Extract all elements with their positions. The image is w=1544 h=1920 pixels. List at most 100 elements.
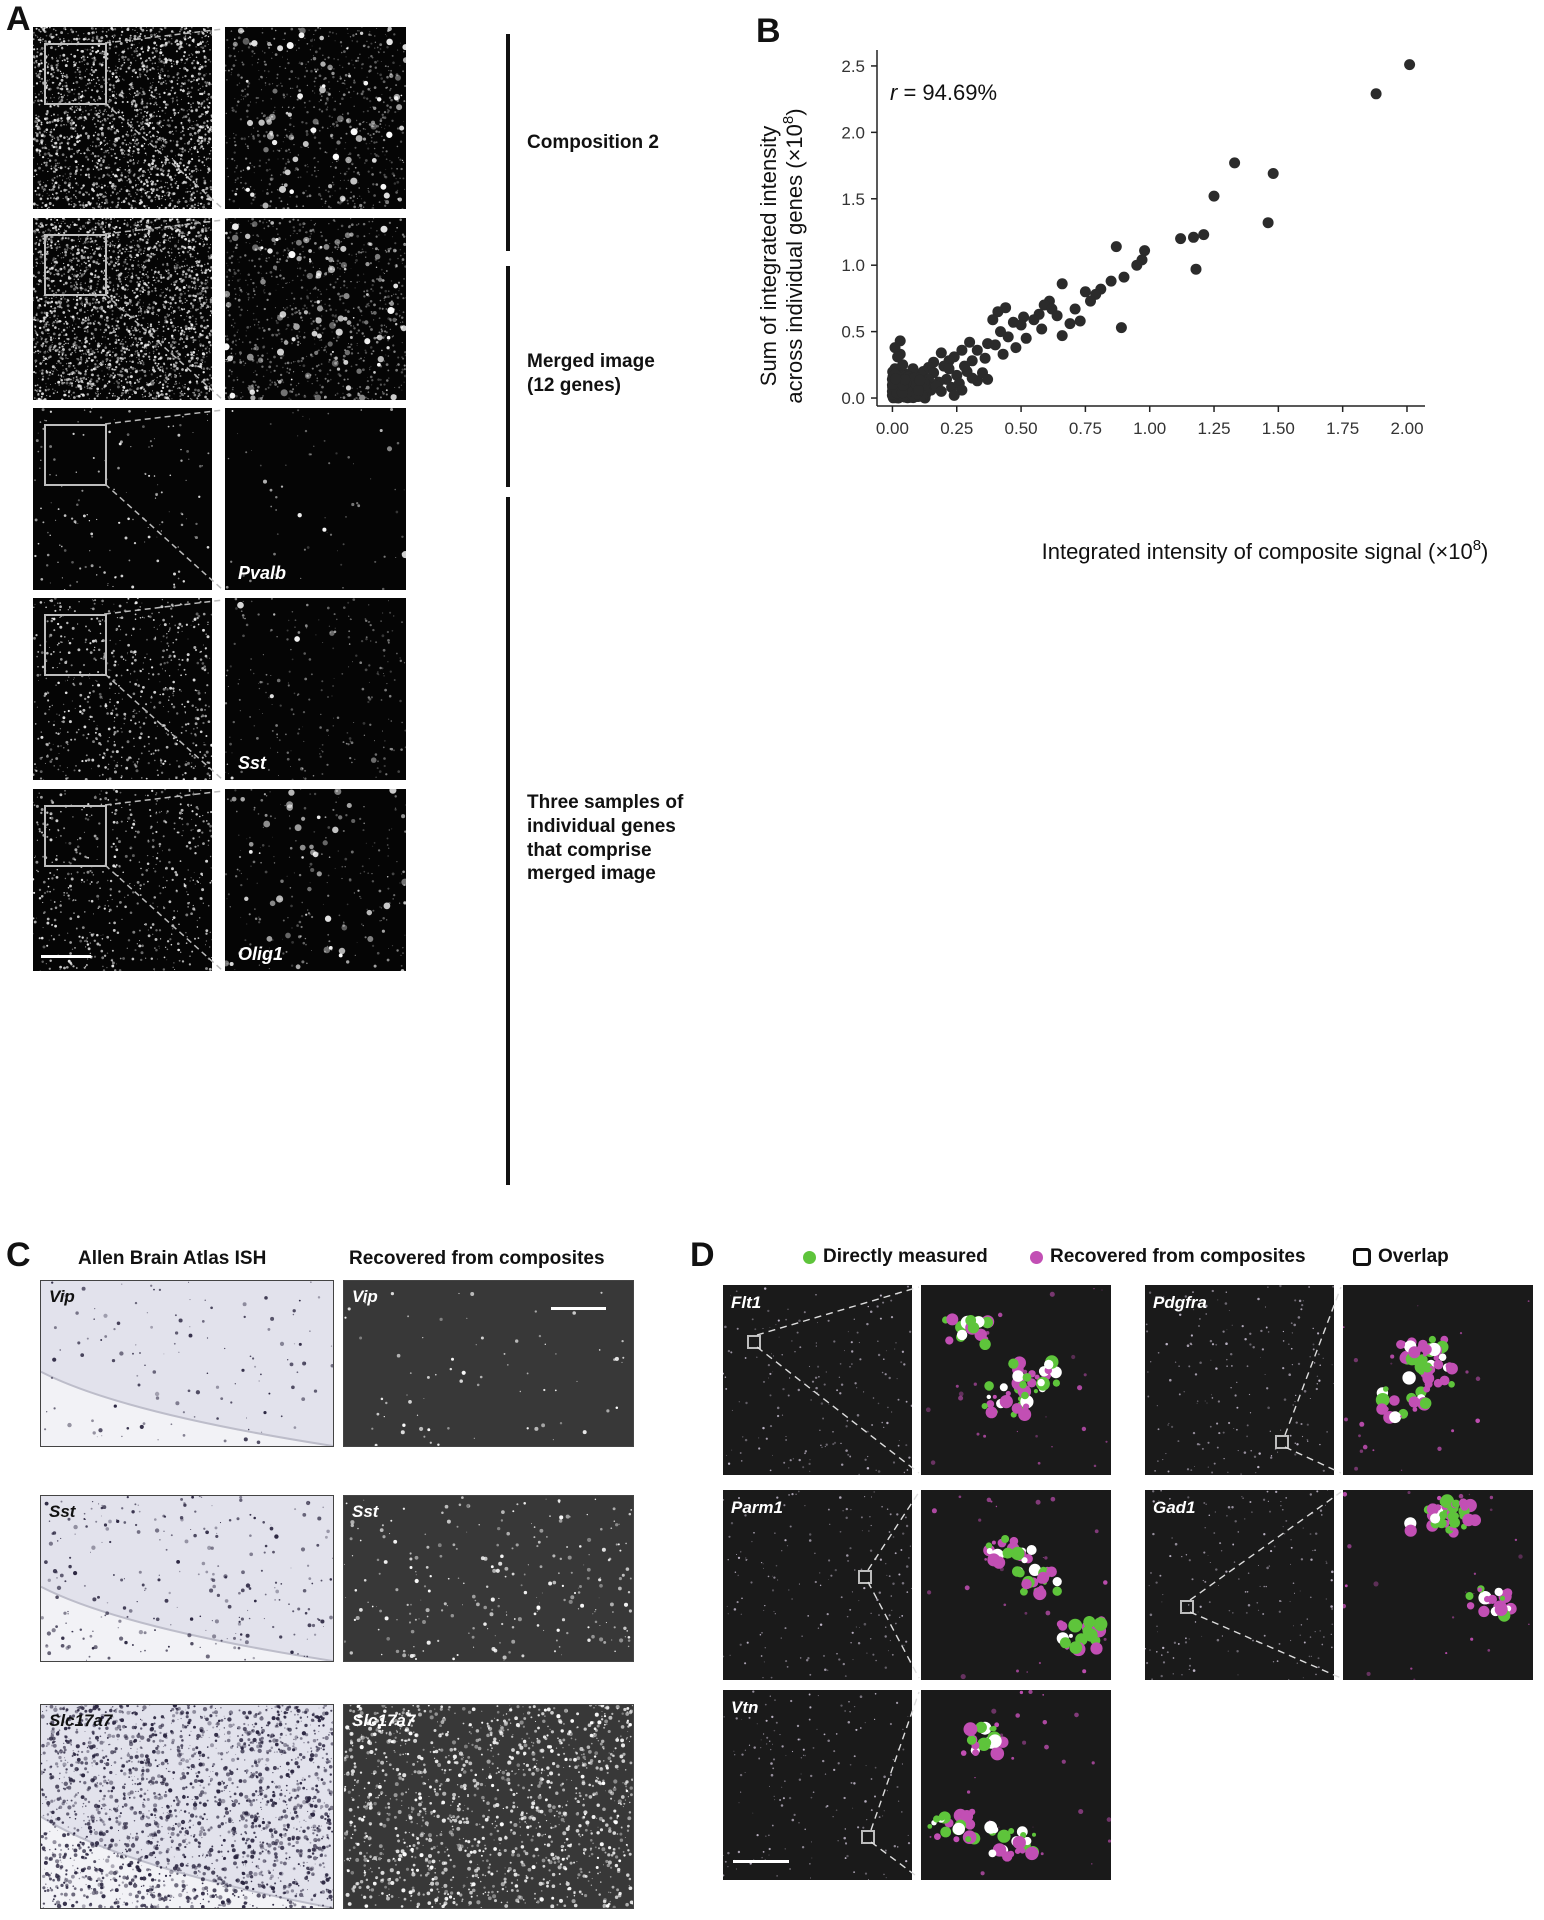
tissue-signal (34, 408, 210, 590)
signal-blob (997, 1829, 1011, 1843)
speckle-texture (33, 27, 212, 209)
signal-blob (1033, 1586, 1047, 1601)
data-point (1267, 168, 1279, 179)
signal-blob (1019, 1380, 1027, 1389)
signal-blob (945, 1336, 954, 1345)
y-axis: 0.0 0.5 1.0 1.5 2.0 2.5 (841, 50, 878, 408)
tissue-signal (33, 789, 212, 971)
cluster-point (914, 374, 926, 386)
legend-direct-swatch (803, 1250, 816, 1264)
speckles (1145, 1285, 1334, 1475)
legend-recovered: Recovered from composites (1030, 1246, 1306, 1268)
data-point (1370, 88, 1382, 100)
recovered-image: Slc17a7 (343, 1704, 634, 1909)
pia-edge (41, 1585, 333, 1661)
ish-stained-cells (41, 1496, 333, 1661)
recovered-texture (344, 1291, 625, 1446)
signal-blob (1093, 1617, 1108, 1631)
data-point (1028, 314, 1040, 326)
recovered-image: Vip (343, 1280, 634, 1447)
label-samples-line4: merged image (527, 863, 656, 885)
ish-texture (41, 1705, 333, 1908)
speckles (1145, 1490, 1334, 1680)
x-tick-label: 1.75 (1326, 419, 1359, 438)
ish-stained-cells (41, 1705, 333, 1908)
signal-blob (1423, 1385, 1431, 1393)
scale-bar (41, 955, 91, 958)
data-point (1002, 331, 1014, 343)
speckles (723, 1490, 912, 1679)
signal-blob (1465, 1592, 1474, 1600)
signal-blob (1494, 1603, 1508, 1616)
signal-blob (1478, 1605, 1490, 1618)
speckle-texture (33, 218, 212, 400)
zoom-image (225, 218, 406, 400)
ish-image: Vip (40, 1280, 334, 1447)
signal-blob (1427, 1342, 1441, 1356)
signal-blob (1021, 1578, 1032, 1590)
annotation-value: = 94.69% (897, 80, 997, 105)
signal-blob (963, 1722, 978, 1737)
background-signal (225, 598, 406, 780)
signal-blob (1389, 1411, 1401, 1424)
scattered-signal (929, 1690, 1111, 1876)
tissue-region (41, 1496, 333, 1661)
x-tick-label: 2.00 (1390, 419, 1423, 438)
signal-blob (1446, 1362, 1458, 1375)
recovered-image: Sst (343, 1495, 634, 1662)
signal-blob (1052, 1379, 1060, 1387)
zoom-parm1 (921, 1490, 1111, 1680)
x-axis: 0.00 0.25 0.50 0.75 1.00 1.25 1.50 1.75 2.00 (876, 405, 1425, 438)
gene-label: Sst (238, 753, 267, 773)
signal-blob (1448, 1381, 1455, 1388)
scale-bar (551, 1307, 606, 1310)
zoom-texture (1343, 1300, 1530, 1471)
signal-blob (1439, 1496, 1450, 1507)
gene-label-flt1: Flt1 (731, 1293, 762, 1312)
legend-recovered-swatch (1030, 1250, 1043, 1264)
data-point (1208, 190, 1220, 202)
signal-blob (952, 1822, 965, 1836)
signal-blob (1494, 1587, 1503, 1597)
zoom-box (44, 424, 107, 486)
signal-blob (1052, 1586, 1062, 1596)
data-point (1404, 59, 1416, 71)
signal-blob (994, 1722, 1000, 1728)
legend-overlap-label: Overlap (1378, 1246, 1449, 1267)
speckles (723, 1690, 911, 1880)
tissue-signal (33, 27, 212, 209)
y-axis-label: Sum of integrated intensity across indiv… (756, 108, 807, 403)
signal-blob (1090, 1642, 1103, 1655)
overview-texture (1145, 1285, 1334, 1475)
zoom-box (44, 43, 107, 105)
recovered-texture (344, 1496, 633, 1661)
y-tick-label: 0.0 (841, 389, 865, 408)
data-point (964, 336, 976, 348)
signal-blob (991, 1540, 996, 1545)
signal-blob (1022, 1373, 1032, 1382)
overview-texture (723, 1285, 912, 1475)
zoom-pdgfra (1343, 1285, 1533, 1475)
data-point (892, 351, 904, 363)
legend-overlap-swatch (1353, 1248, 1371, 1266)
ish-stained-cells (44, 1281, 333, 1445)
x-tick-label: 1.50 (1262, 419, 1295, 438)
signal-blob (1430, 1513, 1441, 1524)
signal-blob (1050, 1366, 1062, 1379)
data-point (982, 373, 994, 385)
signal-blob (1402, 1371, 1416, 1385)
data-point (1110, 241, 1122, 253)
ish-image: Sst (40, 1495, 334, 1662)
signal-blob (1069, 1641, 1083, 1654)
signal-blob (946, 1313, 959, 1326)
y-axis-label-line2: across individual genes (×108) (780, 108, 807, 403)
y-axis-label-line1: Sum of integrated intensity (756, 126, 781, 386)
zoom-box (1275, 1435, 1289, 1449)
signal-blob (1438, 1353, 1447, 1361)
zoom-connector (104, 790, 224, 972)
signal-blob (1422, 1362, 1433, 1373)
signal-blob (1416, 1354, 1428, 1366)
signal-blob (1026, 1545, 1037, 1555)
data-point (979, 352, 991, 364)
col-head-recovered: Recovered from composites (349, 1248, 605, 1269)
